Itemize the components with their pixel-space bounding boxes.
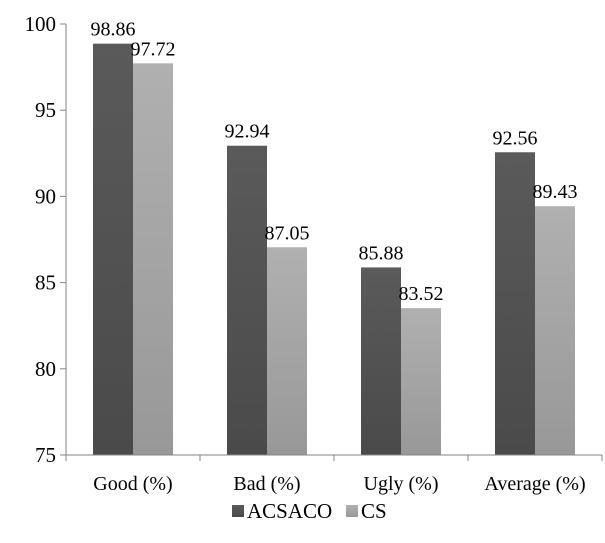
legend-swatch-acsaco (232, 505, 244, 517)
y-tick-label: 75 (35, 443, 56, 467)
data-label: 98.86 (91, 19, 136, 41)
x-tick-label: Good (%) (93, 473, 172, 495)
data-label: 89.43 (533, 181, 578, 203)
data-label: 85.88 (359, 242, 404, 264)
data-label: 87.05 (265, 222, 310, 244)
y-tick-label: 100 (25, 12, 57, 36)
bar-cs-3 (535, 206, 575, 455)
data-label: 92.94 (225, 121, 270, 143)
bar-acsaco-0 (93, 43, 133, 456)
y-tick-label: 95 (35, 98, 56, 122)
data-label: 92.56 (493, 127, 538, 149)
y-axis: 75 80 85 90 95 100 (25, 12, 67, 467)
data-label: 83.52 (399, 283, 444, 305)
legend-label-cs: CS (361, 499, 387, 523)
y-tick-label: 80 (35, 357, 56, 381)
data-label: 97.72 (131, 38, 176, 60)
x-tick-label: Average (%) (484, 473, 585, 495)
legend-swatch-cs (346, 505, 358, 517)
x-axis: Good (%) Bad (%) Ugly (%) Average (%) (65, 454, 603, 495)
bar-cs-2 (401, 308, 441, 455)
legend-label-acsaco: ACSACO (247, 499, 332, 523)
bar-acsaco-2 (361, 267, 401, 455)
bar-cs-0 (133, 63, 173, 456)
y-tick-label: 85 (35, 271, 56, 295)
plot-area: 98.86 92.94 85.88 92.56 97.72 87.05 83.52 89.43 (91, 19, 578, 456)
x-tick-label: Ugly (%) (364, 473, 439, 495)
y-tick-label: 90 (35, 184, 56, 208)
bar-cs-1 (267, 247, 307, 455)
x-tick-label: Bad (%) (233, 473, 300, 495)
bar-acsaco-1 (227, 145, 267, 455)
bar-acsaco-3 (495, 152, 535, 455)
legend: ACSACO CS (232, 499, 387, 523)
